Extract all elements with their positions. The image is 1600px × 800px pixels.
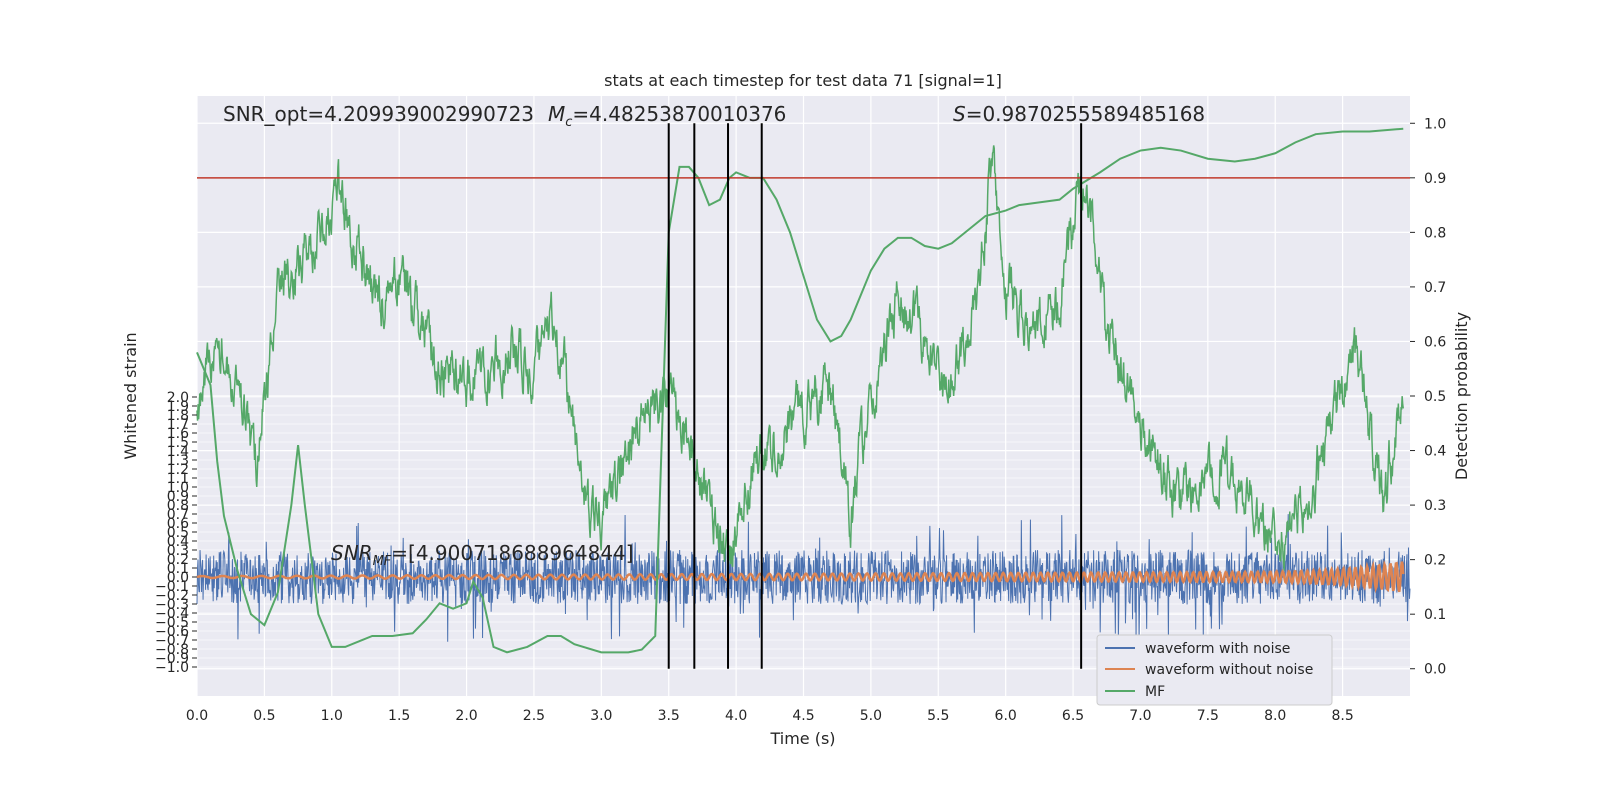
- line-detection-probability: [196, 145, 1405, 571]
- y-left-tick-18: 0.2: [167, 552, 189, 568]
- y-left-tick-17: 0.3: [167, 543, 189, 559]
- y-right-tick-9: 0.1: [1424, 607, 1446, 623]
- x-tick-labels: 0.0 0.5 1.0 1.5 2.0 2.5 3.0 3.5 4.0 4.5 5.0 5.5 6.0 6…: [186, 708, 1354, 724]
- y-right-tick-4: 0.6: [1424, 334, 1446, 350]
- x-tick-11: 5.5: [927, 708, 949, 724]
- x-axis-label: Time (s): [769, 729, 835, 748]
- y-left-tick-27: −0.7: [155, 633, 189, 649]
- x-tick-0: 0.0: [186, 708, 208, 724]
- y-left-tick-1: 1.9: [167, 399, 189, 415]
- x-tick-14: 7.0: [1129, 708, 1151, 724]
- x-tick-9: 4.5: [792, 708, 814, 724]
- y-left-tick-12: 0.8: [167, 498, 189, 514]
- x-tick-8: 4.0: [725, 708, 747, 724]
- annotation-mc-value: =4.48253870010376: [572, 102, 786, 126]
- y-right-tick-7: 0.3: [1424, 498, 1446, 514]
- x-tick-16: 8.0: [1264, 708, 1286, 724]
- x-tick-3: 1.5: [388, 708, 410, 724]
- y-left-tick-16: 0.4: [167, 534, 189, 550]
- y-left-tick-8: 1.2: [167, 462, 189, 478]
- chart-title: stats at each timestep for test data 71 …: [604, 71, 1002, 90]
- y-left-tick-3: 1.7: [167, 417, 189, 433]
- y-right-axis-label: Detection probability: [1452, 312, 1471, 480]
- legend-label-mf: MF: [1145, 684, 1165, 700]
- y-left-tick-11: 0.9: [167, 489, 189, 505]
- x-tick-10: 5.0: [860, 708, 882, 724]
- x-tick-17: 8.5: [1331, 708, 1353, 724]
- y-right-tick-6: 0.4: [1424, 444, 1446, 460]
- y-left-tick-21: −0.1: [155, 579, 189, 595]
- series-waveform-without-noise: [196, 559, 1405, 594]
- y-right-tick-labels: 1.0 0.9 0.8 0.7 0.6 0.5 0.4 0.3 0.2 0.1 0.0: [1410, 116, 1446, 678]
- series-waveform-with-noise: [196, 514, 1411, 642]
- annotation-snr-mf: SNRMF=[4.900718688964844]: [331, 541, 634, 569]
- y-left-tick-6: 1.4: [167, 444, 189, 460]
- y-right-tick-5: 0.5: [1424, 389, 1446, 405]
- y-left-tick-22: −0.2: [155, 588, 189, 604]
- y-right-tick-1: 0.9: [1424, 171, 1446, 187]
- line-mf: [196, 127, 1404, 654]
- y-right-tick-8: 0.2: [1424, 553, 1446, 569]
- annotation-s: S=0.9870255589485168: [953, 102, 1205, 126]
- y-left-tick-10: 1.0: [167, 480, 189, 496]
- x-tick-6: 3.0: [590, 708, 612, 724]
- y-right-tick-2: 0.8: [1424, 225, 1446, 241]
- y-left-tick-9: 1.1: [167, 471, 189, 487]
- annotation-s-value: =0.9870255589485168: [966, 102, 1205, 126]
- annotation-snr-mf-value: =[4.900718688964844]: [391, 541, 633, 565]
- line-waveform-without-noise: [196, 559, 1405, 594]
- line-waveform-with-noise: [196, 514, 1411, 642]
- y-left-tick-28: −0.8: [155, 642, 189, 658]
- y-right-tick-0: 1.0: [1424, 116, 1446, 132]
- y-left-tick-7: 1.3: [167, 453, 189, 469]
- x-tick-1: 0.5: [253, 708, 275, 724]
- x-tick-12: 6.0: [995, 708, 1017, 724]
- y-left-tick-26: −0.6: [155, 624, 189, 640]
- y-left-tick-29: −0.9: [155, 651, 189, 667]
- y-left-tick-15: 0.5: [167, 525, 189, 541]
- y-left-tick-2: 1.8: [167, 408, 189, 424]
- y-left-tick-0: 2.0: [167, 390, 189, 406]
- x-tick-2: 1.0: [321, 708, 343, 724]
- vertical-markers: [667, 123, 1083, 669]
- legend-label-clean: waveform without noise: [1145, 662, 1313, 678]
- x-tick-15: 7.5: [1197, 708, 1219, 724]
- y-left-axis-label: Whitened strain: [121, 332, 140, 459]
- y-left-tick-5: 1.5: [167, 435, 189, 451]
- series-mf: [196, 127, 1404, 654]
- annotation-mc: Mc=4.48253870010376: [548, 102, 786, 130]
- x-tick-7: 3.5: [658, 708, 680, 724]
- x-tick-13: 6.5: [1062, 708, 1084, 724]
- y-left-tick-23: −0.3: [155, 597, 189, 613]
- y-left-tick-4: 1.6: [167, 426, 189, 442]
- annotation-snr-opt: SNR_opt=4.209939002990723: [223, 102, 534, 126]
- y-left-tick-25: −0.5: [155, 615, 189, 631]
- y-left-tick-13: 0.7: [167, 507, 189, 523]
- y-left-tick-19: 0.1: [167, 561, 189, 577]
- series-detection-probability: [196, 145, 1405, 571]
- y-left-tick-14: 0.6: [167, 516, 189, 532]
- y-right-tick-10: 0.0: [1424, 662, 1446, 678]
- y-left-tick-30: −1.0: [155, 660, 189, 676]
- x-tick-5: 2.5: [523, 708, 545, 724]
- y-left-tick-24: −0.4: [155, 606, 189, 622]
- y-right-tick-3: 0.7: [1424, 280, 1446, 296]
- y-left-tick-labels: 2.01.91.81.71.61.51.41.31.21.11.00.90.80…: [155, 390, 197, 676]
- legend-label-noise: waveform with noise: [1145, 641, 1290, 657]
- x-tick-4: 2.0: [455, 708, 477, 724]
- y-left-tick-20: 0.0: [167, 570, 189, 586]
- legend: waveform with noise waveform without noi…: [1096, 634, 1333, 706]
